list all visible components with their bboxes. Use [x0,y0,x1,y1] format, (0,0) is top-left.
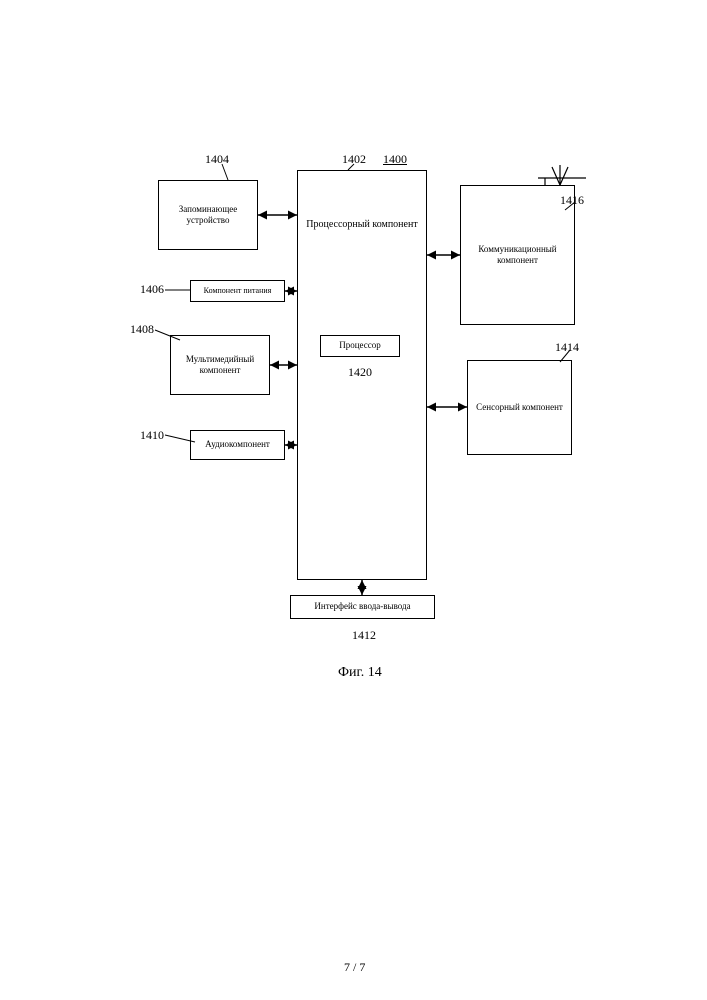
block-multimedia-label: Мультимедийный компонент [175,354,265,377]
block-processor-component-label: Процессорный компонент [306,219,417,232]
ref-comm: 1416 [560,193,584,208]
ref-multimedia: 1408 [130,322,154,337]
ref-device: 1400 [383,152,407,167]
ref-io: 1412 [352,628,376,643]
block-io-label: Интерфейс ввода-вывода [314,601,410,612]
ref-sensor: 1414 [555,340,579,355]
block-audio-label: Аудиокомпонент [205,439,270,450]
block-sensor: Сенсорный компонент [467,360,572,455]
figure-caption: Фиг. 14 [338,665,382,681]
block-audio: Аудиокомпонент [190,430,285,460]
block-io: Интерфейс ввода-вывода [290,595,435,619]
block-processor-label: Процессор [339,340,381,351]
block-multimedia: Мультимедийный компонент [170,335,270,395]
block-memory-label: Запоминающее устройство [163,204,253,227]
ref-audio: 1410 [140,428,164,443]
block-processor: Процессор [320,335,400,357]
block-comm: Коммуникационный компонент [460,185,575,325]
page-footer: 7 / 7 [344,960,365,975]
block-memory: Запоминающее устройство [158,180,258,250]
ref-memory: 1404 [205,152,229,167]
block-sensor-label: Сенсорный компонент [476,402,563,413]
block-power-label: Компонент питания [204,286,272,296]
block-power: Компонент питания [190,280,285,302]
ref-processor: 1420 [348,365,372,380]
ref-power: 1406 [140,282,164,297]
block-comm-label: Коммуникационный компонент [465,244,570,267]
page: Процессорный компонент Процессор Запомин… [0,0,707,1000]
ref-processor-comp: 1402 [342,152,366,167]
